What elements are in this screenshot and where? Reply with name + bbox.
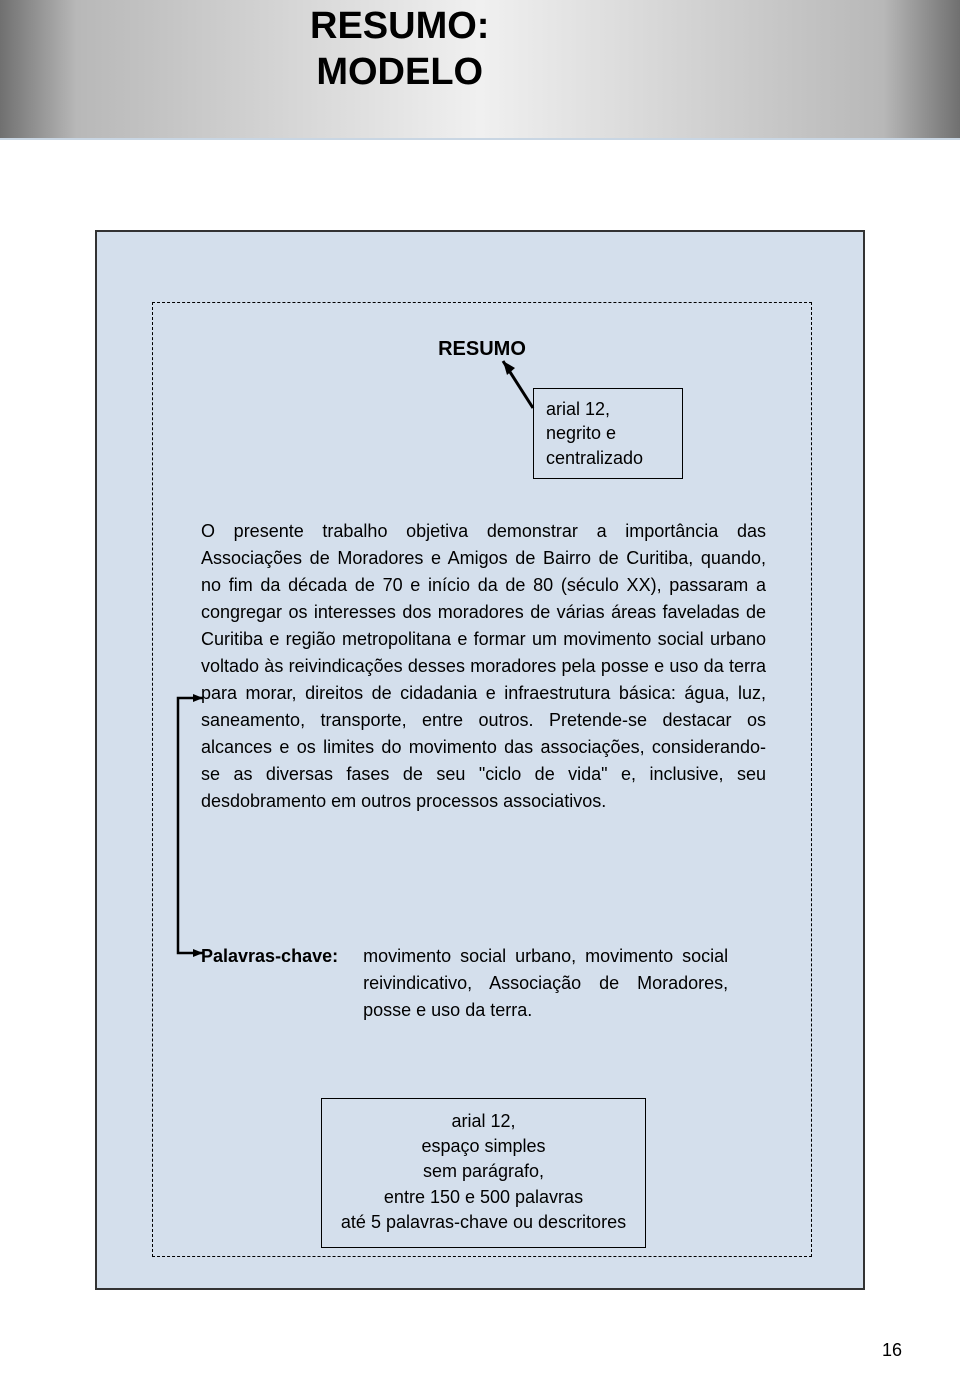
body-paragraph: O presente trabalho objetiva demonstrar … [201, 518, 766, 815]
keywords-values: movimento social urbano, movimento socia… [343, 943, 728, 1024]
header-line2: MODELO [316, 51, 483, 93]
callout2-line5: até 5 palavras-chave ou descritores [341, 1212, 626, 1232]
callout1-line2: negrito e [546, 423, 616, 443]
callout2-line4: entre 150 e 500 palavras [384, 1187, 583, 1207]
callout-heading-style: arial 12, negrito e centralizado [533, 388, 683, 479]
header-line1: RESUMO: [310, 5, 489, 47]
page-number: 16 [882, 1340, 902, 1361]
header-bar: RESUMO: MODELO [0, 0, 960, 140]
content-panel: RESUMO arial 12, negrito e centralizado … [95, 230, 865, 1290]
header-title: RESUMO: MODELO [310, 4, 489, 95]
callout2-line3: sem parágrafo, [423, 1161, 544, 1181]
keywords-block: Palavras-chave: movimento social urbano,… [201, 943, 766, 1024]
keywords-label: Palavras-chave: [201, 946, 338, 966]
callout2-line1: arial 12, [451, 1111, 515, 1131]
dashed-container: RESUMO arial 12, negrito e centralizado … [152, 302, 812, 1257]
callout2-line2: espaço simples [421, 1136, 545, 1156]
callout-body-style: arial 12, espaço simples sem parágrafo, … [321, 1098, 646, 1248]
callout1-line3: centralizado [546, 448, 643, 468]
callout1-line1: arial 12, [546, 399, 610, 419]
